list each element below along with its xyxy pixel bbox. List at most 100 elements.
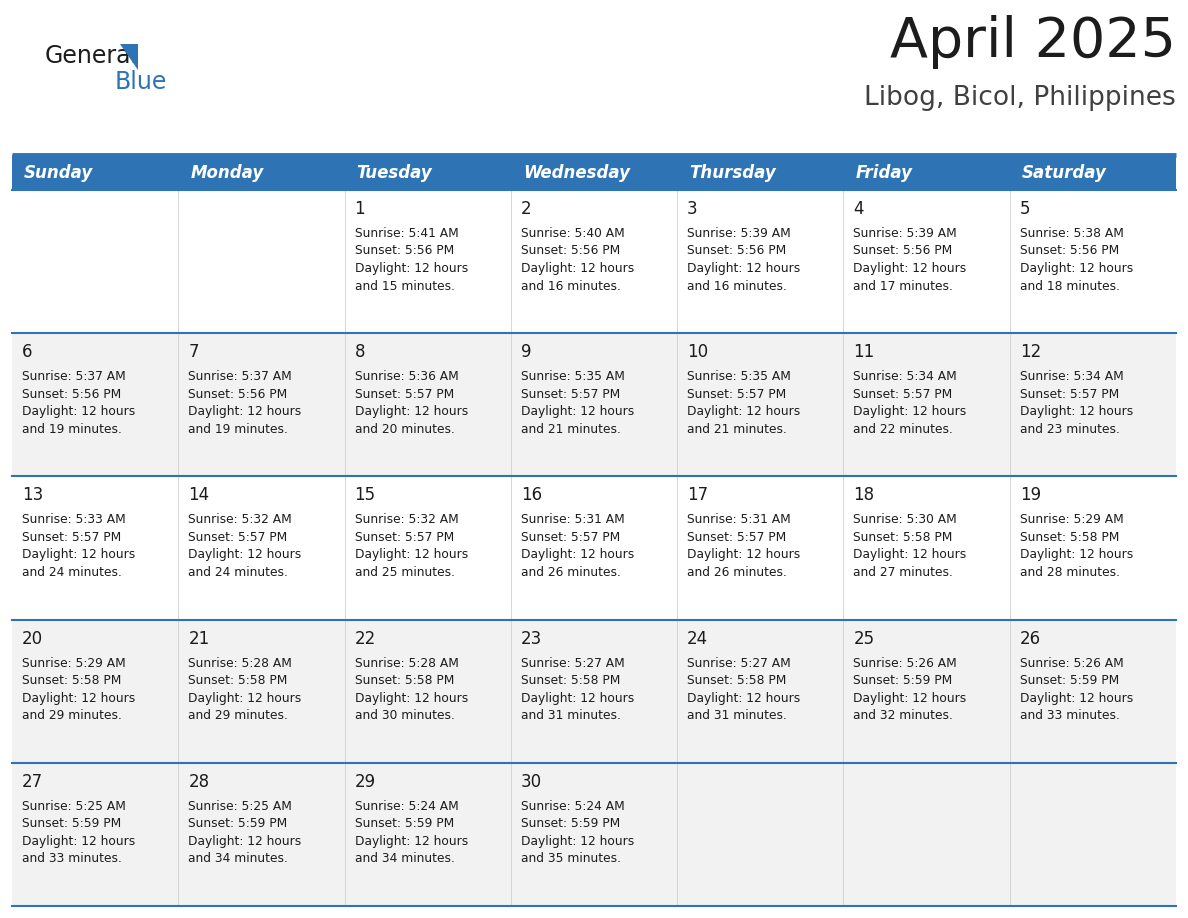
- Text: Sunrise: 5:28 AM: Sunrise: 5:28 AM: [354, 656, 459, 669]
- Text: 28: 28: [188, 773, 209, 790]
- Text: Daylight: 12 hours: Daylight: 12 hours: [1019, 691, 1133, 705]
- Polygon shape: [120, 44, 139, 70]
- Text: 10: 10: [687, 343, 708, 361]
- Text: 23: 23: [520, 630, 542, 647]
- Text: 8: 8: [354, 343, 365, 361]
- Text: 4: 4: [853, 200, 864, 218]
- Text: and 35 minutes.: and 35 minutes.: [520, 852, 621, 866]
- Text: Daylight: 12 hours: Daylight: 12 hours: [520, 262, 634, 275]
- Text: Sunrise: 5:28 AM: Sunrise: 5:28 AM: [188, 656, 292, 669]
- Text: 30: 30: [520, 773, 542, 790]
- Text: Sunset: 5:59 PM: Sunset: 5:59 PM: [354, 817, 454, 830]
- Text: Sunset: 5:57 PM: Sunset: 5:57 PM: [23, 531, 121, 543]
- Text: Daylight: 12 hours: Daylight: 12 hours: [520, 691, 634, 705]
- Text: and 34 minutes.: and 34 minutes.: [188, 852, 289, 866]
- Text: Sunset: 5:59 PM: Sunset: 5:59 PM: [1019, 674, 1119, 687]
- Text: and 26 minutes.: and 26 minutes.: [520, 565, 621, 579]
- Text: Daylight: 12 hours: Daylight: 12 hours: [188, 405, 302, 419]
- Text: and 21 minutes.: and 21 minutes.: [687, 422, 786, 436]
- Text: Sunset: 5:56 PM: Sunset: 5:56 PM: [687, 244, 786, 258]
- Text: Sunset: 5:59 PM: Sunset: 5:59 PM: [520, 817, 620, 830]
- Text: Sunrise: 5:37 AM: Sunrise: 5:37 AM: [23, 370, 126, 383]
- Text: Daylight: 12 hours: Daylight: 12 hours: [687, 691, 801, 705]
- Text: 6: 6: [23, 343, 32, 361]
- Text: Sunrise: 5:31 AM: Sunrise: 5:31 AM: [520, 513, 625, 526]
- Text: Sunrise: 5:27 AM: Sunrise: 5:27 AM: [687, 656, 791, 669]
- Text: 18: 18: [853, 487, 874, 504]
- Text: April 2025: April 2025: [890, 15, 1176, 69]
- Text: Sunrise: 5:31 AM: Sunrise: 5:31 AM: [687, 513, 791, 526]
- Text: and 22 minutes.: and 22 minutes.: [853, 422, 953, 436]
- Text: Sunset: 5:56 PM: Sunset: 5:56 PM: [354, 244, 454, 258]
- Text: and 23 minutes.: and 23 minutes.: [1019, 422, 1119, 436]
- Text: Blue: Blue: [115, 70, 168, 94]
- Text: and 18 minutes.: and 18 minutes.: [1019, 279, 1120, 293]
- Text: and 19 minutes.: and 19 minutes.: [23, 422, 122, 436]
- Text: and 31 minutes.: and 31 minutes.: [687, 709, 786, 722]
- Text: Sunset: 5:57 PM: Sunset: 5:57 PM: [853, 387, 953, 400]
- Text: Daylight: 12 hours: Daylight: 12 hours: [1019, 262, 1133, 275]
- Text: Daylight: 12 hours: Daylight: 12 hours: [354, 834, 468, 848]
- Text: Sunset: 5:56 PM: Sunset: 5:56 PM: [520, 244, 620, 258]
- Text: Sunset: 5:57 PM: Sunset: 5:57 PM: [520, 387, 620, 400]
- Text: Daylight: 12 hours: Daylight: 12 hours: [354, 405, 468, 419]
- Text: and 30 minutes.: and 30 minutes.: [354, 709, 455, 722]
- Text: 29: 29: [354, 773, 375, 790]
- Text: Sunrise: 5:29 AM: Sunrise: 5:29 AM: [1019, 513, 1124, 526]
- Text: Sunrise: 5:36 AM: Sunrise: 5:36 AM: [354, 370, 459, 383]
- Text: Libog, Bicol, Philippines: Libog, Bicol, Philippines: [864, 85, 1176, 111]
- Text: Sunrise: 5:39 AM: Sunrise: 5:39 AM: [687, 227, 791, 240]
- Bar: [12, 333, 1176, 476]
- Text: Sunset: 5:57 PM: Sunset: 5:57 PM: [354, 531, 454, 543]
- Text: Sunrise: 5:24 AM: Sunrise: 5:24 AM: [520, 800, 625, 812]
- Text: Daylight: 12 hours: Daylight: 12 hours: [687, 262, 801, 275]
- Bar: [12, 476, 1176, 620]
- Text: General: General: [45, 44, 138, 68]
- Text: Sunrise: 5:26 AM: Sunrise: 5:26 AM: [853, 656, 958, 669]
- Text: Sunrise: 5:37 AM: Sunrise: 5:37 AM: [188, 370, 292, 383]
- Text: and 20 minutes.: and 20 minutes.: [354, 422, 455, 436]
- Text: Sunrise: 5:26 AM: Sunrise: 5:26 AM: [1019, 656, 1124, 669]
- Text: Sunset: 5:58 PM: Sunset: 5:58 PM: [188, 674, 287, 687]
- Text: 27: 27: [23, 773, 43, 790]
- Text: Sunrise: 5:34 AM: Sunrise: 5:34 AM: [1019, 370, 1124, 383]
- Text: 25: 25: [853, 630, 874, 647]
- Text: 22: 22: [354, 630, 375, 647]
- Text: and 34 minutes.: and 34 minutes.: [354, 852, 455, 866]
- Text: Daylight: 12 hours: Daylight: 12 hours: [354, 548, 468, 562]
- Bar: [345, 155, 511, 190]
- Text: 20: 20: [23, 630, 43, 647]
- Bar: [1010, 155, 1176, 190]
- Text: Sunset: 5:58 PM: Sunset: 5:58 PM: [354, 674, 454, 687]
- Bar: [843, 155, 1010, 190]
- Text: Sunset: 5:57 PM: Sunset: 5:57 PM: [354, 387, 454, 400]
- Text: and 33 minutes.: and 33 minutes.: [23, 852, 122, 866]
- Text: Sunrise: 5:25 AM: Sunrise: 5:25 AM: [188, 800, 292, 812]
- Text: and 15 minutes.: and 15 minutes.: [354, 279, 455, 293]
- Text: Sunset: 5:58 PM: Sunset: 5:58 PM: [687, 674, 786, 687]
- Text: 1: 1: [354, 200, 365, 218]
- Bar: [178, 155, 345, 190]
- Text: Sunset: 5:58 PM: Sunset: 5:58 PM: [853, 531, 953, 543]
- Text: Sunrise: 5:41 AM: Sunrise: 5:41 AM: [354, 227, 459, 240]
- Text: 16: 16: [520, 487, 542, 504]
- Text: 17: 17: [687, 487, 708, 504]
- Text: and 28 minutes.: and 28 minutes.: [1019, 565, 1120, 579]
- Bar: [12, 763, 1176, 906]
- Bar: [12, 620, 1176, 763]
- Text: Daylight: 12 hours: Daylight: 12 hours: [853, 691, 967, 705]
- Bar: [12, 155, 178, 190]
- Text: Daylight: 12 hours: Daylight: 12 hours: [853, 405, 967, 419]
- Text: Sunset: 5:57 PM: Sunset: 5:57 PM: [687, 531, 786, 543]
- Text: Sunrise: 5:32 AM: Sunrise: 5:32 AM: [188, 513, 292, 526]
- Text: 3: 3: [687, 200, 697, 218]
- Text: Sunset: 5:56 PM: Sunset: 5:56 PM: [1019, 244, 1119, 258]
- Text: Sunset: 5:58 PM: Sunset: 5:58 PM: [1019, 531, 1119, 543]
- Text: 15: 15: [354, 487, 375, 504]
- Text: Sunset: 5:57 PM: Sunset: 5:57 PM: [520, 531, 620, 543]
- Text: Sunrise: 5:34 AM: Sunrise: 5:34 AM: [853, 370, 958, 383]
- Text: Sunset: 5:59 PM: Sunset: 5:59 PM: [188, 817, 287, 830]
- Text: and 16 minutes.: and 16 minutes.: [687, 279, 786, 293]
- Text: 19: 19: [1019, 487, 1041, 504]
- Text: Daylight: 12 hours: Daylight: 12 hours: [520, 834, 634, 848]
